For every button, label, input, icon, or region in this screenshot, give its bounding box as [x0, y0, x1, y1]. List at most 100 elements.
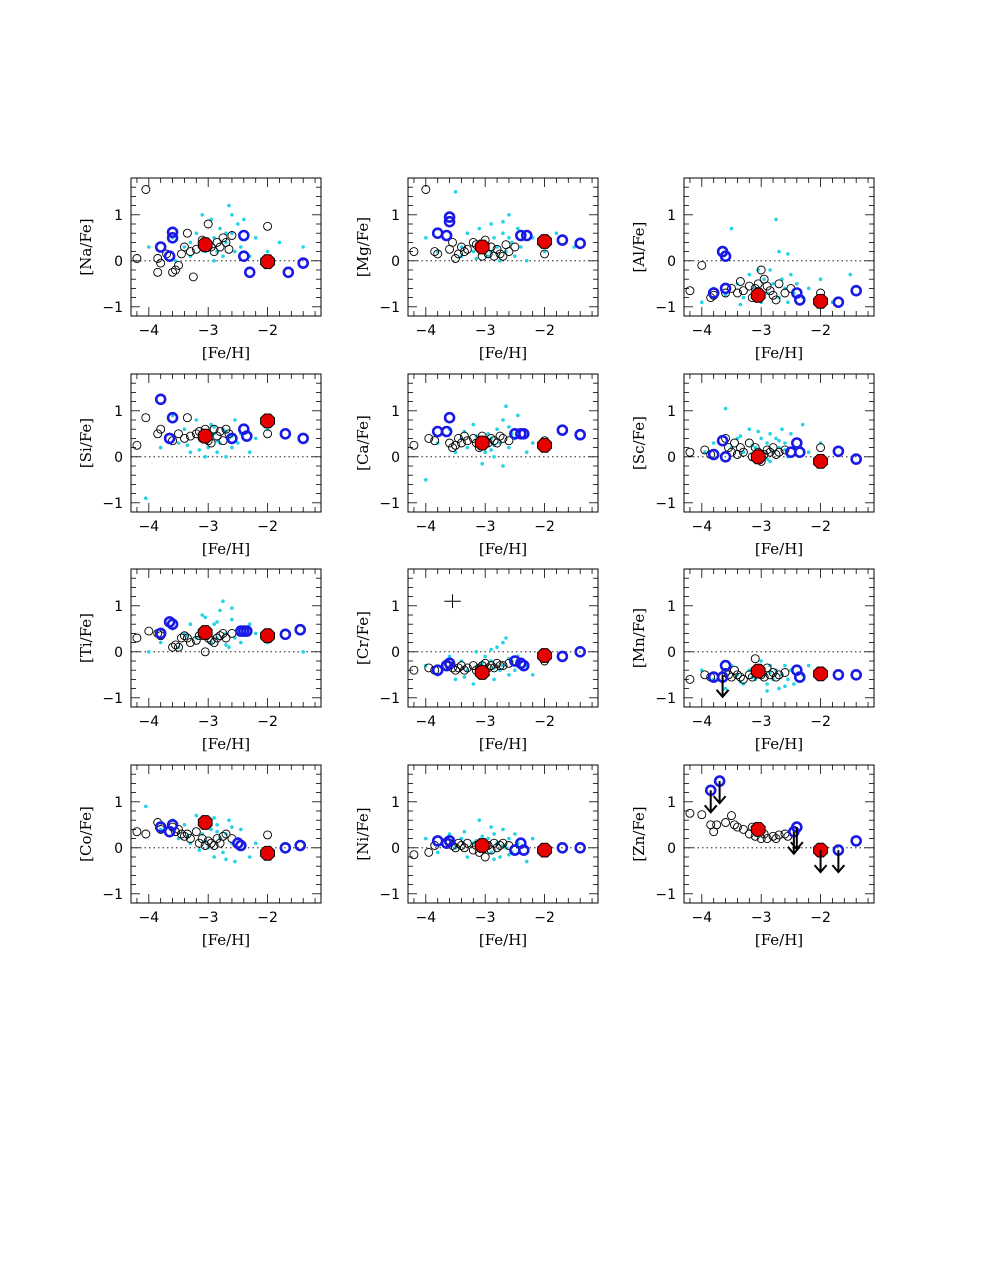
x-tick-label: −4 — [691, 910, 712, 926]
y-tick-label: −1 — [655, 496, 676, 512]
x-axis-label: [Fe/H] — [479, 540, 527, 558]
literature-star-point — [462, 663, 472, 673]
sample-star-point — [520, 229, 533, 242]
sample-star-point — [850, 453, 862, 465]
x-tick-label: −4 — [415, 519, 436, 535]
literature-star-point — [492, 244, 502, 254]
sample-star-point — [832, 668, 845, 681]
field-star-point — [477, 226, 482, 231]
literature-star-point — [738, 286, 748, 296]
literature-star-point — [724, 443, 733, 453]
field-star-point — [771, 282, 775, 286]
literature-star-point — [156, 258, 166, 268]
field-star-point — [247, 450, 252, 455]
literature-star-point — [212, 237, 222, 247]
field-star-point — [236, 222, 240, 226]
x-tick-label: −2 — [534, 910, 555, 926]
field-star-point — [182, 823, 187, 827]
panel-2: −4 −3 −2 −1 0 1 [Fe/H] [Mg/Fe] — [354, 177, 599, 362]
y-tick-label: 1 — [114, 404, 123, 420]
literature-star-point — [495, 661, 505, 671]
literature-star-point — [489, 663, 499, 673]
literature-star-point — [685, 286, 695, 296]
program-star-point — [537, 437, 552, 453]
field-star-point — [702, 450, 707, 455]
field-star-point — [182, 245, 187, 249]
literature-star-point — [459, 843, 469, 853]
field-star-point — [215, 829, 219, 834]
program-star-point — [260, 413, 275, 429]
literature-star-point — [179, 433, 189, 443]
sample-star-point — [832, 445, 845, 458]
literature-star-point — [459, 431, 469, 441]
literature-star-point — [182, 829, 192, 839]
literature-star-point — [762, 281, 772, 291]
field-star-point — [501, 464, 505, 468]
x-tick-label: −4 — [691, 714, 712, 730]
sample-star-point — [440, 659, 453, 672]
program-star-point — [197, 625, 213, 640]
field-star-point — [474, 256, 479, 261]
field-star-point — [765, 689, 769, 693]
literature-star-point — [732, 822, 742, 832]
field-star-point — [489, 222, 493, 226]
sample-star-point — [719, 250, 732, 263]
literature-star-point — [421, 185, 431, 194]
program-star-point — [537, 648, 552, 663]
upper-limit-arrow-head — [715, 689, 730, 699]
program-star-point — [474, 435, 490, 451]
literature-star-point — [510, 242, 520, 252]
literature-star-point — [200, 647, 210, 657]
literature-star-point — [221, 424, 231, 434]
literature-star-point — [206, 838, 216, 848]
program-star-point — [813, 666, 828, 682]
field-star-point — [188, 450, 193, 455]
upper-limit-arrow-head — [703, 804, 718, 814]
y-tick-label: 0 — [114, 254, 123, 270]
field-star-point — [209, 827, 213, 832]
field-star-point — [215, 823, 219, 827]
sample-star-point — [166, 226, 179, 239]
literature-star-point — [762, 834, 772, 844]
literature-star-point — [727, 283, 736, 293]
literature-star-point — [774, 830, 784, 840]
field-star-point — [176, 441, 181, 445]
literature-star-point — [212, 633, 222, 643]
literature-star-point — [168, 267, 178, 277]
x-tick-label: −2 — [810, 910, 831, 926]
y-axis-label: [Mg/Fe] — [354, 217, 372, 277]
sample-star-point — [791, 437, 803, 449]
literature-star-point — [727, 811, 736, 821]
literature-star-point — [735, 277, 745, 286]
program-star-point — [750, 822, 766, 837]
literature-star-point — [697, 810, 707, 820]
field-star-point — [221, 599, 225, 603]
literature-star-point — [209, 247, 219, 257]
field-star-point — [504, 636, 508, 640]
x-tick-label: −4 — [138, 323, 159, 339]
literature-star-point — [771, 672, 781, 682]
field-star-point — [492, 832, 496, 836]
literature-star-point — [451, 843, 460, 853]
x-tick-label: −4 — [415, 323, 436, 339]
field-star-point — [480, 834, 485, 839]
literature-star-point — [712, 820, 722, 830]
y-axis-label: [Al/Fe] — [630, 222, 648, 273]
literature-star-point — [200, 841, 210, 850]
field-star-point — [501, 231, 505, 235]
literature-star-point — [409, 665, 419, 675]
field-star-point — [492, 455, 496, 459]
field-star-point — [462, 675, 467, 679]
x-tick-label: −2 — [810, 323, 831, 339]
field-star-point — [471, 249, 476, 254]
literature-star-point — [816, 443, 826, 453]
field-star-point — [513, 832, 517, 836]
field-star-point — [301, 650, 305, 654]
program-star-point — [813, 454, 828, 469]
field-star-point — [806, 286, 811, 291]
y-tick-label: −1 — [655, 691, 676, 707]
sample-star-point — [793, 671, 806, 683]
field-star-point — [507, 673, 511, 677]
field-star-point — [747, 272, 752, 277]
literature-star-point — [744, 438, 754, 448]
